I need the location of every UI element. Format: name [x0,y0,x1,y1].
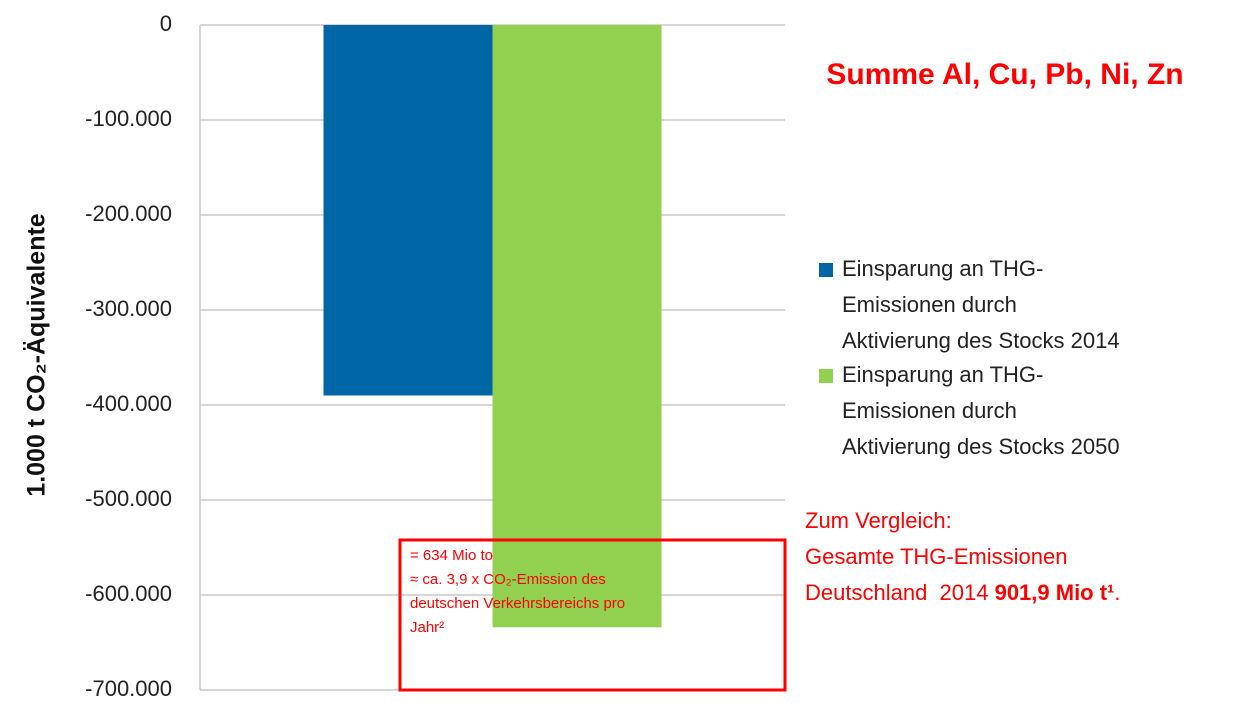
comparison-last-line: Deutschland 2014 [805,580,995,605]
bar [323,25,493,396]
y-tick-label: -200.000 [85,201,172,226]
legend-swatch [819,263,833,277]
comparison-bold: 901,9 Mio t¹ [995,580,1115,605]
legend-swatch [819,369,833,383]
annotation-box [398,538,787,692]
comparison-end: . [1114,580,1120,605]
comparison-line: Zum Vergleich: [805,508,952,533]
comparison-line: Deutschland 2014 901,9 Mio t¹. [805,580,1121,605]
bar [492,25,662,628]
y-tick-label: -700.000 [85,676,172,701]
y-tick-label: -500.000 [85,486,172,511]
comparison-line: Gesamte THG-Emissionen [805,544,1067,569]
annotation-line: = 634 Mio to [410,547,493,564]
annotation-line: Jahr² [410,619,444,636]
legend-label: Einsparung an THG-Emissionen durch Aktivi… [842,362,1120,459]
y-tick-label: -300.000 [85,296,172,321]
annotation-line: ≈ ca. 3,9 x CO₂-Emission des [410,571,606,588]
y-tick-label: -600.000 [85,581,172,606]
chart-title: Summe Al, Cu, Pb, Ni, Zn [826,58,1183,91]
y-tick-label: -400.000 [85,391,172,416]
annotation-line: deutschen Verkehrsbereichs pro [410,595,625,612]
y-tick-label: 0 [160,11,172,36]
legend-label: Einsparung an THG-Emissionen durch Aktivi… [842,256,1120,353]
y-tick-label: -100.000 [85,106,172,131]
y-axis-label: 1.000 t CO₂-Äquivalente [23,213,51,497]
